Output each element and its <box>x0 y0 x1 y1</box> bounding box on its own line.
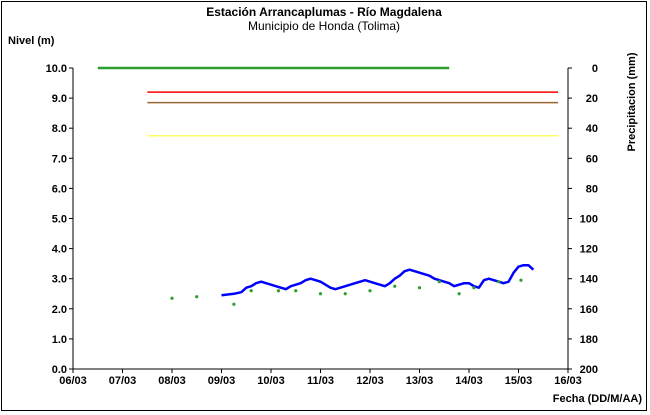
y-tick-label: 2.0 <box>52 304 67 316</box>
chart-subtitle: Municipio de Honda (Tolima) <box>248 19 400 33</box>
x-tick-label: 13/03 <box>406 375 434 387</box>
precip-point <box>294 289 298 293</box>
x-tick-label: 08/03 <box>158 375 186 387</box>
y-axis-label: Nivel (m) <box>8 35 55 47</box>
x-tick-label: 16/03 <box>554 375 582 387</box>
precip-point <box>318 292 323 296</box>
y-tick-label: 5.0 <box>52 214 67 226</box>
x-tick-label: 11/03 <box>307 375 334 387</box>
y-tick-label: 3.0 <box>52 274 67 286</box>
y2-tick-label: 80 <box>586 183 598 195</box>
precip-point <box>195 295 199 299</box>
y2-tick-label: 120 <box>580 244 598 256</box>
y-tick-label: 8.0 <box>52 123 67 135</box>
x-tick-label: 06/03 <box>59 375 87 387</box>
precip-point <box>276 289 281 293</box>
x-axis-label: Fecha (DD/M/AA) <box>553 393 643 405</box>
precip-point <box>393 284 397 288</box>
precip-point <box>417 286 422 290</box>
y2-axis-label: Precipitacion (mm) <box>626 52 638 151</box>
y-tick-label: 0.0 <box>52 364 67 376</box>
plot-area: 0.01.02.03.04.05.06.07.08.09.010.0200180… <box>46 63 598 387</box>
precip-point <box>368 289 372 293</box>
series-line-0 <box>221 263 535 297</box>
y2-tick-label: 160 <box>580 304 598 316</box>
precip-point <box>170 296 174 300</box>
precip-point <box>472 286 476 290</box>
y2-tick-label: 60 <box>586 153 598 165</box>
y-tick-label: 10.0 <box>46 63 67 75</box>
y2-tick-label: 180 <box>580 334 598 346</box>
y-tick-label: 7.0 <box>52 153 67 165</box>
y-tick-label: 6.0 <box>52 183 67 195</box>
y-tick-label: 1.0 <box>52 334 67 346</box>
y2-tick-label: 140 <box>580 274 598 286</box>
y2-tick-label: 0 <box>592 63 598 75</box>
x-tick-label: 14/03 <box>455 375 483 387</box>
precip-point <box>457 292 461 296</box>
precip-point <box>519 278 523 282</box>
precip-point <box>249 289 253 293</box>
y2-tick-label: 100 <box>580 214 598 226</box>
y2-tick-label: 40 <box>586 123 598 135</box>
chart-title: Estación Arrancaplumas - Río Magdalena <box>206 5 442 19</box>
x-tick-label: 12/03 <box>356 375 384 387</box>
x-tick-label: 07/03 <box>109 375 137 387</box>
precip-point <box>497 280 501 284</box>
x-tick-label: 10/03 <box>257 375 285 387</box>
y2-tick-label: 200 <box>580 364 598 376</box>
y2-tick-label: 20 <box>586 93 598 105</box>
x-tick-label: 09/03 <box>208 375 236 387</box>
y-tick-label: 4.0 <box>52 244 67 256</box>
x-tick-label: 15/03 <box>505 375 533 387</box>
chart-svg: Estación Arrancaplumas - Río Magdalena M… <box>8 5 643 405</box>
precip-point <box>343 292 347 296</box>
precip-point <box>437 280 441 284</box>
y-tick-label: 9.0 <box>52 93 67 105</box>
precip-point <box>232 302 236 306</box>
